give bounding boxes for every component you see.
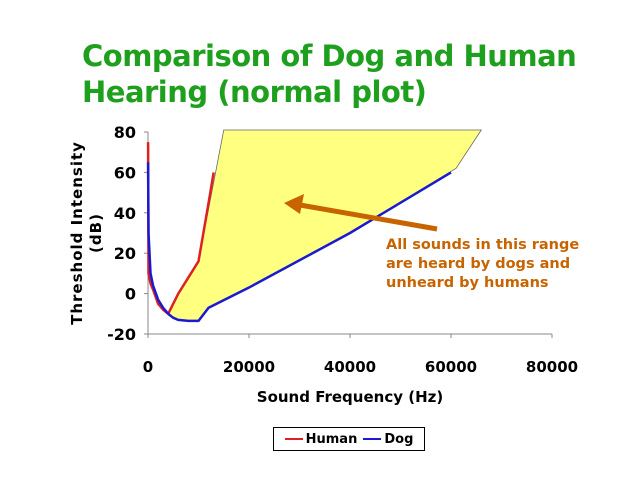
x-tick-label: 0 <box>143 358 153 376</box>
annotation-line: are heard by dogs and <box>386 256 571 272</box>
annotation: All sounds in this range are heard by do… <box>386 236 579 293</box>
y-tick-label: 80 <box>114 123 136 142</box>
y-tick-label: 0 <box>125 285 136 304</box>
x-tick-label: 20000 <box>223 358 275 376</box>
legend-item-dog: Dog <box>363 432 413 447</box>
y-tick-label: -20 <box>107 325 136 344</box>
annotation-line: All sounds in this range <box>386 237 580 253</box>
series-line-dog <box>146 162 452 323</box>
chart-title: Comparison of Dog and Human Hearing (nor… <box>82 39 577 109</box>
y-axis-label-unit: (dB) <box>87 213 105 253</box>
x-tick-label: 40000 <box>324 358 376 376</box>
annotation-arrow <box>299 202 438 232</box>
y-tick-label: 60 <box>114 163 136 182</box>
y-tick-label: 20 <box>114 244 136 263</box>
x-axis-label: Sound Frequency (Hz) <box>257 388 443 406</box>
legend-item-human: Human <box>284 432 357 447</box>
y-tick-label: 40 <box>114 204 136 223</box>
x-tick-label: 60000 <box>425 358 477 376</box>
x-tick-label: 80000 <box>526 358 578 376</box>
annotation-arrowhead <box>284 194 304 214</box>
legend: Human Dog <box>273 427 425 451</box>
y-axis-label: Threshold Intensity <box>68 141 86 325</box>
annotation-line: unheard by humans <box>386 275 549 291</box>
